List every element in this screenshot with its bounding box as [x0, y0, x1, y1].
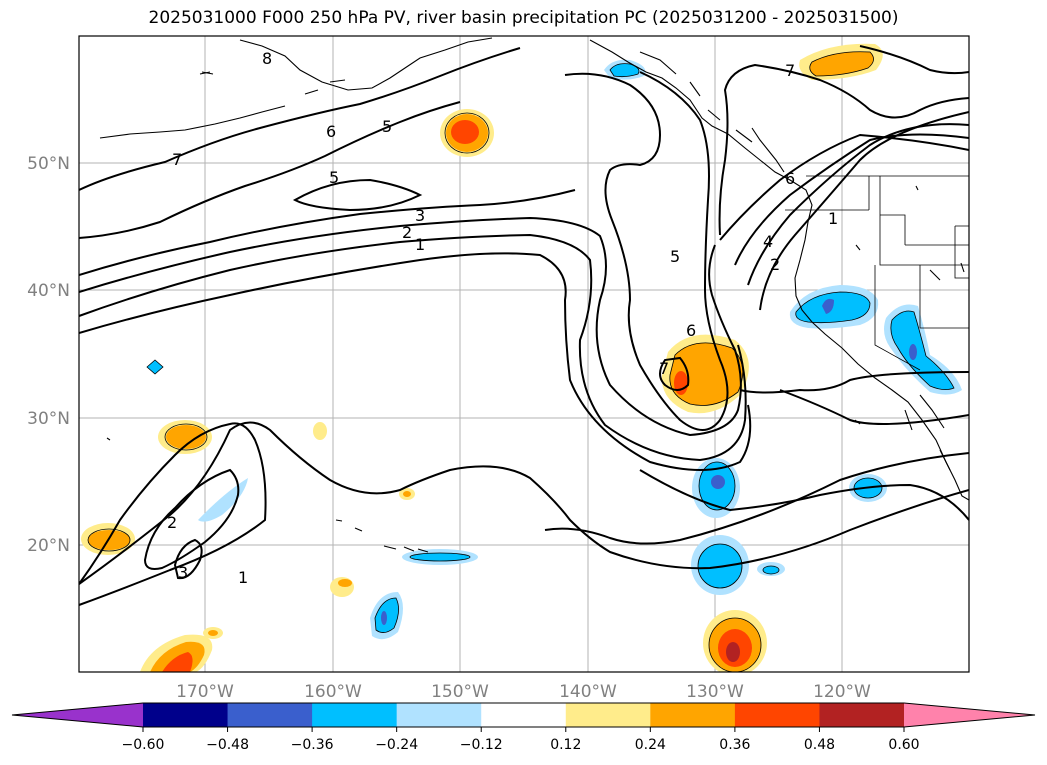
colorbar-ticks: −0.60 −0.48 −0.36 −0.24 −0.12 0.12 0.24 0.36 0.4… [122, 727, 920, 753]
lon-label-140w: 140°W [559, 682, 617, 702]
longitude-labels: 170°W 160°W 150°W 140°W 130°W 120°W [176, 682, 871, 702]
pv-label: 1 [828, 209, 838, 228]
positive-anomaly-area [440, 109, 494, 157]
pv-label: 6 [326, 122, 336, 141]
lat-label-50n: 50°N [27, 154, 70, 174]
colorbar-segment [312, 703, 398, 727]
pv-label: 1 [415, 235, 425, 254]
colorbar-tick-label: −0.12 [460, 737, 503, 753]
colorbar-segment [734, 703, 820, 727]
colorbar-segment [481, 703, 567, 727]
colorbar-extend-min [12, 703, 143, 727]
colorbar-segment [143, 703, 229, 727]
colorbar-tick-label: −0.36 [291, 737, 334, 753]
pv-label: 4 [763, 232, 773, 251]
pv-label: 6 [686, 321, 696, 340]
colorbar-tick-label: −0.60 [122, 737, 165, 753]
lon-label-150w: 150°W [431, 682, 489, 702]
map-panel [79, 36, 969, 672]
pv-label: 2 [770, 255, 780, 274]
colorbar-segment [565, 703, 651, 727]
pv-label: 3 [415, 206, 425, 225]
colorbar-segment [819, 703, 905, 727]
colorbar-segment [396, 703, 482, 727]
colorbar-tick-label: 0.48 [804, 737, 835, 753]
positive-anomaly-area [703, 610, 767, 672]
lat-label-30n: 30°N [27, 409, 70, 429]
pv-contours [79, 45, 969, 606]
positive-anomaly-area [313, 422, 415, 597]
colorbar-tick-label: 0.60 [888, 737, 919, 753]
colorbar-extend-max [904, 703, 1035, 727]
lat-label-20n: 20°N [27, 536, 70, 556]
colorbar-tick-label: 0.12 [550, 737, 581, 753]
pv-label: 6 [785, 169, 795, 188]
map-frame [78, 35, 970, 673]
pv-label: 5 [329, 168, 339, 187]
colorbar-segments [11, 702, 1036, 728]
colorbar-tick-label: −0.48 [206, 737, 249, 753]
colorbar-segment [227, 703, 313, 727]
pv-label: 7 [659, 359, 669, 378]
positive-anomaly-area [140, 627, 223, 672]
latitude-labels: 50°N 40°N 30°N 20°N [27, 154, 70, 556]
colorbar: −0.60 −0.48 −0.36 −0.24 −0.12 0.12 0.24 0.36 0.4… [11, 702, 1036, 753]
lon-label-120w: 120°W [813, 682, 871, 702]
colorbar-segment [650, 703, 736, 727]
pv-label: 8 [262, 49, 272, 68]
negative-anomaly-area [402, 549, 478, 565]
colorbar-tick-label: 0.36 [719, 737, 750, 753]
lat-label-40n: 40°N [27, 281, 70, 301]
pv-contour-labels: 8 7 6 5 5 3 2 1 5 6 7 4 2 1 6 2 3 1 7 [167, 49, 838, 587]
pv-label: 5 [670, 247, 680, 266]
lon-label-160w: 160°W [304, 682, 362, 702]
negative-anomaly-area [789, 285, 879, 329]
map-title: 2025031000 F000 250 hPa PV, river basin … [148, 8, 899, 28]
pv-label: 2 [167, 513, 177, 532]
colorbar-tick-label: 0.24 [635, 737, 666, 753]
pv-label: 7 [172, 150, 182, 169]
shading-outlines [87, 51, 955, 672]
colorbar-tick-label: −0.24 [375, 737, 418, 753]
pv-label: 5 [382, 117, 392, 136]
positive-anomaly-area [158, 420, 212, 454]
lon-label-130w: 130°W [686, 682, 744, 702]
lon-label-170w: 170°W [176, 682, 234, 702]
pv-label: 2 [402, 223, 412, 242]
pv-label: 1 [238, 568, 248, 587]
pv-label: 7 [785, 61, 795, 80]
coastlines [99, 37, 969, 553]
pv-label: 3 [178, 563, 188, 582]
positive-anomaly-area [799, 43, 883, 80]
precipitation-shading [81, 43, 962, 672]
